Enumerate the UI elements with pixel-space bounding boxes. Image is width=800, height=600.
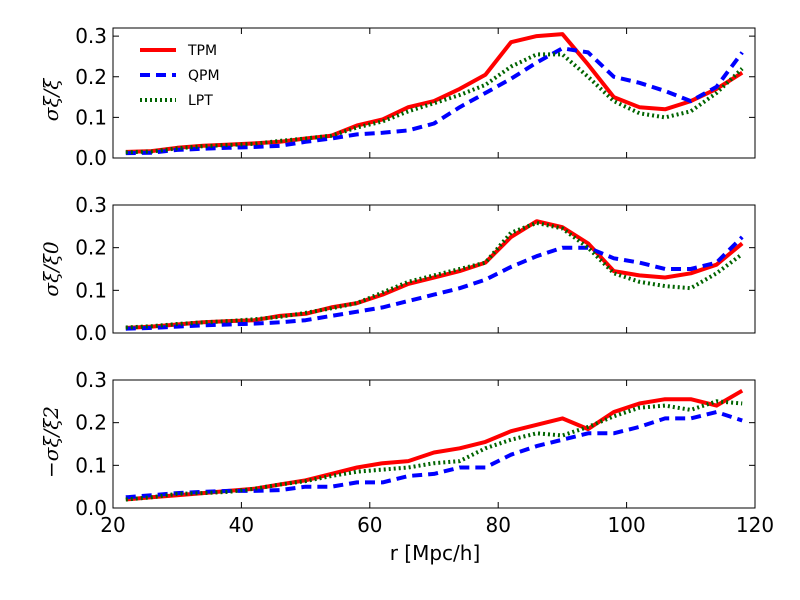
plot-area-middle: 0.0 0.1 0.2 0.3 bbox=[75, 193, 756, 345]
subplot-sigma-xi: 0.0 0.1 0.2 0.3 σξ/ξ bbox=[39, 24, 756, 170]
subplot-sigma-xi0: 0.0 0.1 0.2 0.3 σξ/ξ0 bbox=[39, 193, 756, 345]
axes-frame-top bbox=[112, 27, 756, 159]
legend: TPM QPM LPT bbox=[140, 43, 220, 109]
xtick-label: 40 bbox=[229, 513, 254, 537]
series-tpm-top bbox=[125, 32, 744, 154]
xtick-label: 80 bbox=[485, 513, 510, 537]
ytick-label-bottom: 0.3 bbox=[75, 368, 107, 392]
ytick-label-top: 0.0 bbox=[75, 146, 107, 170]
ylabel-bottom: −σξ/ξ2 bbox=[39, 406, 63, 478]
ytick-label-top: 0.2 bbox=[75, 65, 107, 89]
series-qpm-middle bbox=[125, 235, 744, 331]
axes-frame-middle bbox=[112, 204, 756, 334]
ytick-label-top: 0.1 bbox=[75, 105, 107, 129]
series-qpm-bottom bbox=[125, 410, 743, 500]
legend-label-lpt: LPT bbox=[188, 93, 213, 109]
legend-label-tpm: TPM bbox=[187, 43, 217, 59]
ylabel-middle: σξ/ξ0 bbox=[39, 241, 63, 296]
ytick-label-middle: 0.3 bbox=[75, 193, 107, 217]
subplot-sigma-xi2: 0.0 0.1 0.2 0.3 20 40 60 80 100 120 −σξ/ξ2 r [Mpc… bbox=[39, 368, 774, 565]
ytick-label-middle: 0.1 bbox=[75, 278, 107, 302]
series-qpm-top bbox=[125, 46, 744, 156]
ytick-label-top: 0.3 bbox=[75, 24, 107, 48]
series-lpt-middle bbox=[125, 220, 744, 330]
xtick-label: 100 bbox=[608, 513, 646, 537]
plot-area-top: 0.0 0.1 0.2 0.3 bbox=[75, 24, 756, 170]
series-lpt-bottom bbox=[125, 399, 743, 502]
ytick-label-bottom: 0.0 bbox=[75, 496, 107, 520]
series-tpm-middle bbox=[125, 219, 744, 330]
ylabel-top: σξ/ξ bbox=[39, 78, 63, 121]
ytick-label-bottom: 0.1 bbox=[75, 453, 107, 477]
plot-area-bottom: 0.0 0.1 0.2 0.3 20 40 60 80 100 120 bbox=[75, 368, 774, 537]
xtick-label: 20 bbox=[100, 513, 125, 537]
ytick-label-bottom: 0.2 bbox=[75, 411, 107, 435]
xtick-label: 120 bbox=[736, 513, 774, 537]
xtick-label: 60 bbox=[357, 513, 382, 537]
xlabel: r [Mpc/h] bbox=[390, 541, 481, 565]
legend-label-qpm: QPM bbox=[188, 68, 220, 84]
ytick-label-middle: 0.0 bbox=[75, 321, 107, 345]
axes-frame-bottom bbox=[112, 379, 756, 509]
ytick-label-middle: 0.2 bbox=[75, 236, 107, 260]
